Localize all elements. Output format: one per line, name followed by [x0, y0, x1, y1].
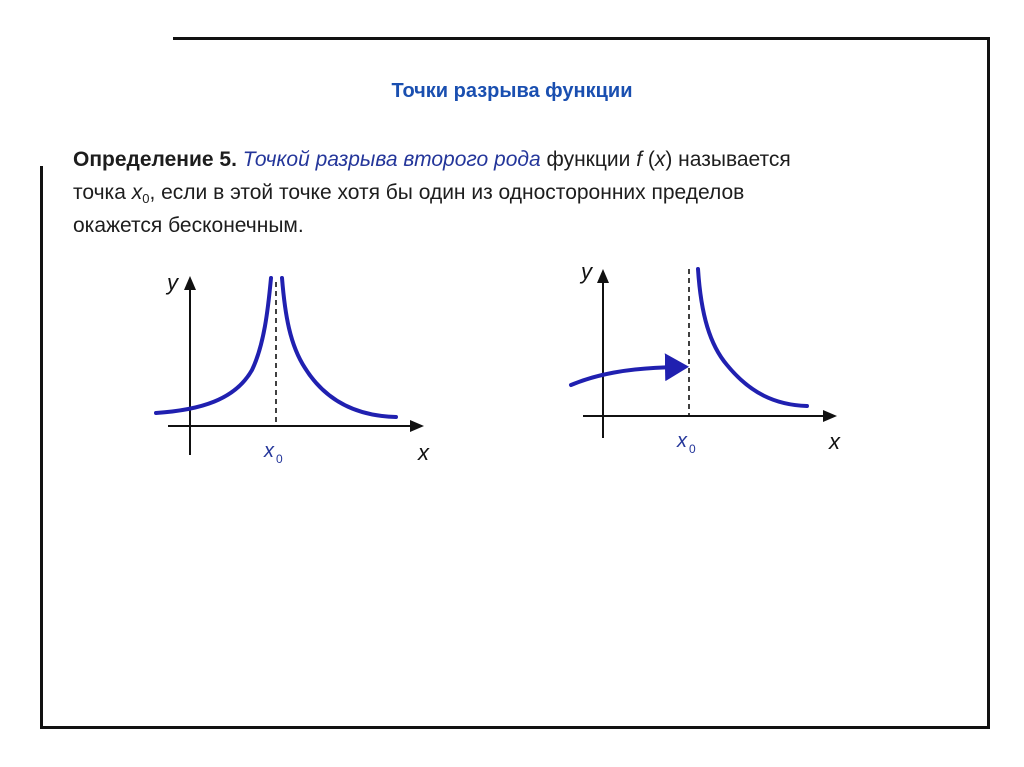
curve-left-bounded: [569, 353, 689, 387]
graph-left: y x x 0: [154, 270, 430, 466]
definition-text-1: функции: [540, 148, 637, 171]
point-subscript: 0: [142, 191, 150, 206]
variable-symbol: x: [654, 148, 666, 171]
definition-text-5: , если в этой точке хотя бы один из одно…: [149, 181, 745, 204]
x-axis-label: x: [828, 429, 841, 454]
definition-text-3: ) называется: [665, 148, 791, 171]
definition-text: Определение 5. Точкой разрыва второго ро…: [73, 143, 973, 242]
definition-term: Точкой разрыва второго рода: [242, 148, 541, 171]
frame-gap-left: [39, 36, 44, 166]
slide-title: Точки разрыва функции: [391, 80, 633, 102]
point-label: x: [263, 440, 275, 462]
point-label-sub: 0: [276, 452, 283, 466]
x-axis-label: x: [417, 440, 430, 465]
slide-frame: [40, 37, 990, 729]
point-label: x: [676, 430, 688, 452]
graph-right: y x x 0: [569, 259, 841, 456]
y-axis-label: y: [165, 270, 180, 295]
curve-left-branch: [154, 276, 273, 415]
y-axis-label: y: [579, 259, 594, 284]
definition-text-6: окажется бесконечным.: [73, 214, 304, 237]
definition-text-2: (: [642, 148, 655, 171]
curve-right-branch: [280, 276, 398, 419]
frame-gap: [39, 36, 173, 40]
function-symbol: f: [636, 148, 643, 171]
point-label-sub: 0: [689, 442, 696, 456]
definition-text-4: точка: [73, 181, 132, 204]
definition-label: Определение 5.: [73, 148, 237, 171]
point-symbol: x: [131, 181, 143, 204]
curve-right-branch: [696, 267, 809, 408]
